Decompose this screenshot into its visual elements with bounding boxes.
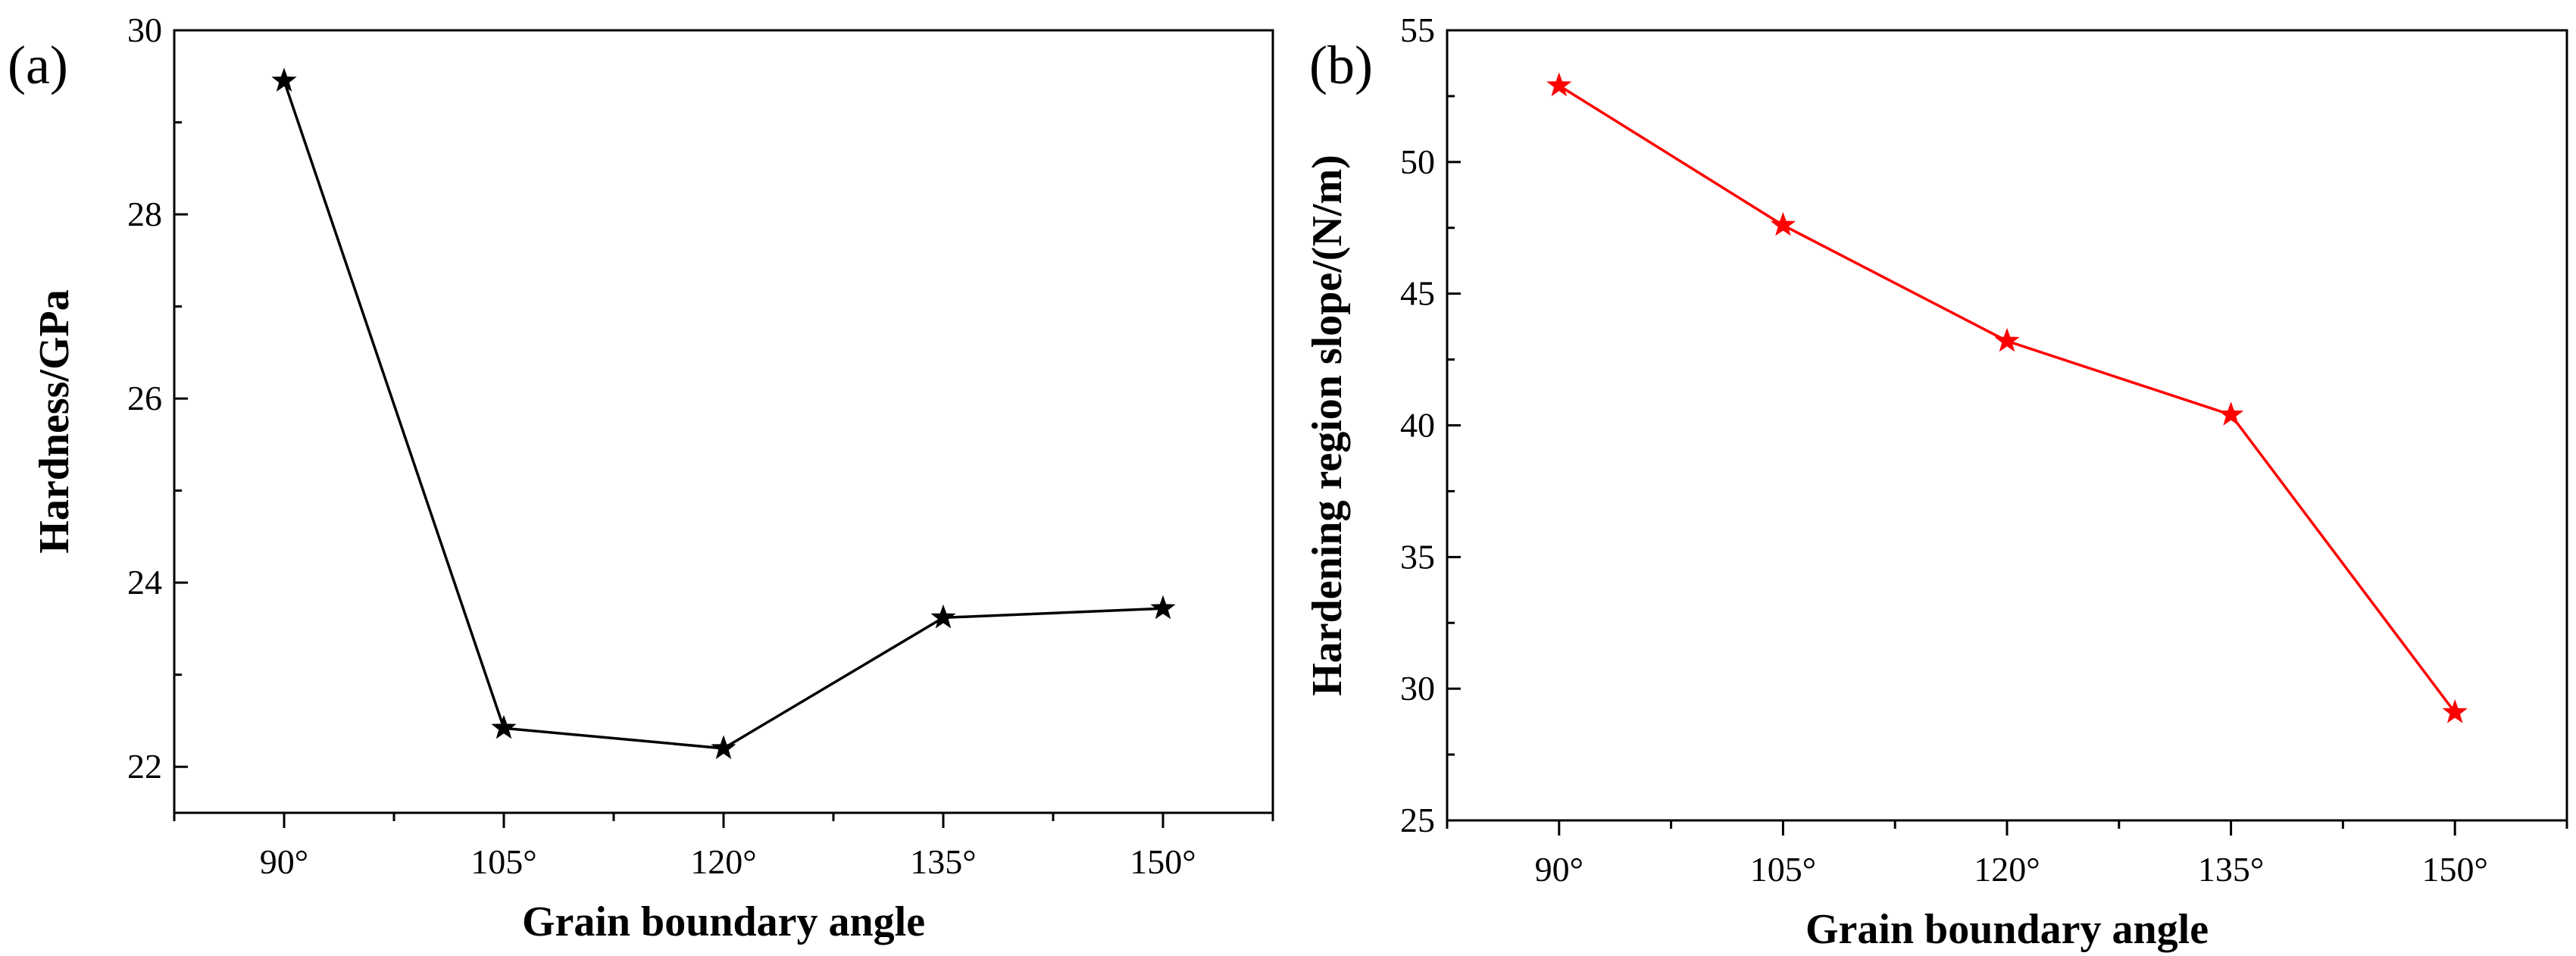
y-tick-label: 28 [127,195,162,233]
y-axis-ticks-a: 22 24 26 28 30 [127,11,188,786]
chart-panel-a: (a) 22 24 26 28 30 90° 105° 120° 135° 150° Grain… [8,11,1274,945]
plot-frame-a [173,29,1274,814]
data-point-star [1546,72,1572,97]
panel-label-b: (b) [1309,35,1373,95]
x-tick-label: 150° [1130,842,1196,881]
x-tick-label: 120° [690,842,756,881]
panel-label-a: (a) [8,35,68,95]
y-tick-label: 50 [1400,142,1435,181]
data-point-star [1150,595,1176,620]
series-b [1546,72,2468,723]
chart-panel-b: (b) 25 30 35 40 45 50 55 90° 105° 120° 135° 150° G… [1304,11,2568,953]
data-point-star [2218,401,2244,426]
data-point-star [1994,327,2020,352]
data-point-star [271,67,297,92]
x-tick-label: 135° [910,842,976,881]
y-tick-label: 40 [1400,406,1435,445]
y-tick-label: 35 [1400,537,1435,576]
data-point-star [930,604,956,629]
y-tick-label: 24 [127,563,162,601]
data-point-star [491,714,517,739]
x-tick-label: 120° [1974,850,2040,889]
y-tick-label: 25 [1400,801,1435,839]
data-point-star [2442,699,2468,723]
y-tick-label: 55 [1400,11,1435,49]
series-a [271,67,1176,760]
x-tick-label: 90° [260,842,308,881]
x-tick-label: 135° [2198,850,2264,889]
series-line [283,80,1164,750]
plot-frame-b [1446,29,2568,822]
x-axis-label-b: Grain boundary angle [1805,906,2209,953]
y-axis-ticks-b: 25 30 35 40 45 50 55 [1400,11,1461,839]
x-axis-ticks-b: 90° 105° 120° 135° 150° [1446,820,2568,889]
x-tick-label: 150° [2421,850,2487,889]
x-tick-label: 90° [1535,850,1583,889]
x-axis-label-a: Grain boundary angle [522,898,925,945]
y-tick-label: 30 [1400,669,1435,708]
x-axis-ticks-a: 90° 105° 120° 135° 150° [173,813,1274,881]
y-axis-label-a: Hardness/GPa [31,289,78,553]
y-tick-label: 30 [127,11,162,49]
data-point-star [711,735,736,760]
series-line [1558,84,2456,714]
y-tick-label: 22 [127,747,162,786]
x-tick-label: 105° [470,842,536,881]
y-tick-label: 26 [127,379,162,417]
y-tick-label: 45 [1400,274,1435,313]
y-axis-label-b: Hardening region slope/(N/m) [1304,155,1351,696]
x-tick-label: 105° [1750,850,1816,889]
data-point-star [1770,211,1796,236]
